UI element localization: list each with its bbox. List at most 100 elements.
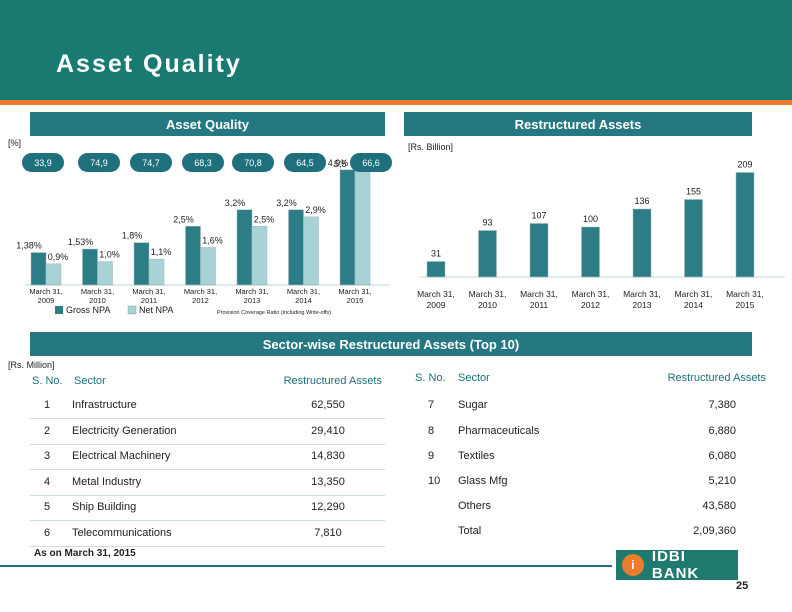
x-tick-label: 2014 bbox=[684, 300, 703, 310]
restructured-bar bbox=[529, 223, 549, 278]
restructured-value-label: 136 bbox=[634, 196, 649, 206]
asset-quality-unit: [%] bbox=[8, 138, 22, 148]
x-tick-label: March 31, bbox=[623, 289, 661, 299]
restructured-bar bbox=[478, 230, 497, 278]
table-cell-assets: 6,080 bbox=[708, 450, 736, 462]
table-cell-sector: Electrical Machinery bbox=[72, 450, 171, 462]
gross-npa-label: 3,2% bbox=[225, 198, 246, 208]
restructured-bar bbox=[632, 208, 652, 278]
table-cell-sno: 7 bbox=[428, 399, 435, 411]
table-cell-sector: Metal Industry bbox=[72, 476, 142, 488]
net-npa-bar bbox=[251, 226, 268, 286]
column-header-assets: Restructured Assets bbox=[667, 372, 766, 384]
restructured-value-label: 155 bbox=[686, 187, 701, 197]
x-tick-label: 2009 bbox=[427, 300, 446, 310]
column-header-assets: Restructured Assets bbox=[283, 375, 382, 387]
table-cell-sector: Pharmaceuticals bbox=[458, 425, 540, 437]
restructured-value-label: 31 bbox=[431, 249, 441, 259]
restructured-value-label: 209 bbox=[737, 160, 752, 170]
table-cell-sno: 8 bbox=[428, 425, 435, 437]
x-tick-label: 2010 bbox=[89, 296, 106, 305]
x-tick-label: March 31, bbox=[81, 287, 114, 296]
x-tick-label: March 31, bbox=[417, 289, 455, 299]
page-number: 25 bbox=[736, 580, 749, 592]
asset-quality-header: Asset Quality bbox=[30, 112, 385, 136]
provision-coverage-bubble: 66,6 bbox=[350, 153, 392, 172]
gross-npa-label: 3,2% bbox=[276, 198, 297, 208]
provision-coverage-bubble: 33,9 bbox=[22, 153, 64, 172]
table-cell-assets: 5,210 bbox=[708, 475, 736, 487]
x-tick-label: 2011 bbox=[530, 300, 549, 310]
table-cell-sector: Infrastructure bbox=[72, 399, 137, 411]
column-header-sno: S. No. bbox=[32, 375, 63, 387]
restructured-bar bbox=[426, 261, 446, 278]
table-cell-sector: Ship Building bbox=[72, 501, 137, 513]
table-cell-sno: 4 bbox=[44, 476, 51, 488]
legend-net-label: Net NPA bbox=[139, 305, 173, 315]
table-row-divider bbox=[30, 520, 385, 521]
legend-gross-label: Gross NPA bbox=[66, 305, 110, 315]
table-cell-assets: 13,350 bbox=[311, 476, 345, 488]
table-cell-sector: Total bbox=[458, 525, 482, 537]
provision-coverage-bubble: 64,5 bbox=[284, 153, 326, 172]
table-cell-sno: 1 bbox=[44, 399, 51, 411]
table-cell-sector: Glass Mfg bbox=[458, 475, 508, 487]
table-row-divider bbox=[30, 418, 385, 419]
x-tick-label: March 31, bbox=[726, 289, 764, 299]
net-npa-label: 2,9% bbox=[305, 205, 326, 215]
x-tick-label: 2015 bbox=[347, 296, 364, 305]
provision-coverage-bubble: 70,8 bbox=[232, 153, 274, 172]
x-tick-label: 2012 bbox=[192, 296, 209, 305]
column-header-sector: Sector bbox=[458, 372, 490, 384]
legend-net-swatch bbox=[127, 305, 137, 315]
sector-table-unit: [Rs. Million] bbox=[8, 360, 55, 370]
idbi-logo: i IDBI BANK bbox=[616, 548, 738, 582]
table-cell-assets: 12,290 bbox=[311, 501, 345, 513]
x-tick-label: 2013 bbox=[633, 300, 652, 310]
x-tick-label: March 31, bbox=[338, 287, 371, 296]
gross-npa-bar bbox=[236, 209, 253, 286]
header-band bbox=[0, 0, 792, 100]
table-row-divider bbox=[30, 469, 385, 470]
x-tick-label: March 31, bbox=[572, 289, 610, 299]
table-cell-sno: 2 bbox=[44, 425, 51, 437]
net-npa-label: 1,0% bbox=[99, 250, 120, 260]
table-cell-sno: 10 bbox=[428, 475, 441, 487]
net-npa-label: 1,6% bbox=[202, 235, 223, 245]
legend-gross-swatch bbox=[55, 306, 63, 314]
table-cell-assets: 7,810 bbox=[314, 527, 342, 539]
x-tick-label: March 31, bbox=[469, 289, 507, 299]
net-npa-bar bbox=[354, 169, 371, 286]
net-npa-label: 1,1% bbox=[151, 247, 172, 257]
x-tick-label: March 31, bbox=[675, 289, 713, 299]
provision-coverage-bubble: 68,3 bbox=[182, 153, 224, 172]
logo-mark: i bbox=[622, 554, 644, 576]
restructured-bar bbox=[684, 199, 703, 278]
footer-line bbox=[0, 565, 612, 567]
table-cell-sno: 5 bbox=[44, 501, 51, 513]
gross-npa-bar bbox=[185, 226, 201, 286]
gross-npa-bar bbox=[288, 209, 304, 286]
x-tick-label: March 31, bbox=[184, 287, 217, 296]
table-cell-sector: Others bbox=[458, 500, 492, 512]
gross-npa-label: 1,8% bbox=[122, 231, 143, 241]
column-header-sno: S. No. bbox=[415, 372, 446, 384]
table-row-divider bbox=[30, 444, 385, 445]
sector-table-header: Sector-wise Restructured Assets (Top 10) bbox=[30, 332, 752, 356]
x-tick-label: 2011 bbox=[141, 296, 157, 305]
provision-coverage-bubble: 74,7 bbox=[130, 153, 172, 172]
page-title: Asset Quality bbox=[56, 50, 242, 78]
restructured-assets-unit: [Rs. Billion] bbox=[408, 142, 454, 152]
legend-pcr-label: Provision Coverage Ratio (including Writ… bbox=[217, 310, 331, 316]
gross-npa-label: 2,5% bbox=[173, 214, 194, 224]
gross-npa-bar bbox=[133, 242, 150, 286]
table-cell-sno: 9 bbox=[428, 450, 435, 462]
x-tick-label: March 31, bbox=[29, 287, 62, 296]
restructured-assets-header: Restructured Assets bbox=[404, 112, 752, 136]
table-cell-sno: 6 bbox=[44, 527, 51, 539]
gross-npa-bar bbox=[339, 169, 356, 286]
gross-npa-bar bbox=[30, 252, 47, 286]
x-tick-label: 2014 bbox=[295, 296, 312, 305]
accent-line bbox=[0, 100, 792, 105]
